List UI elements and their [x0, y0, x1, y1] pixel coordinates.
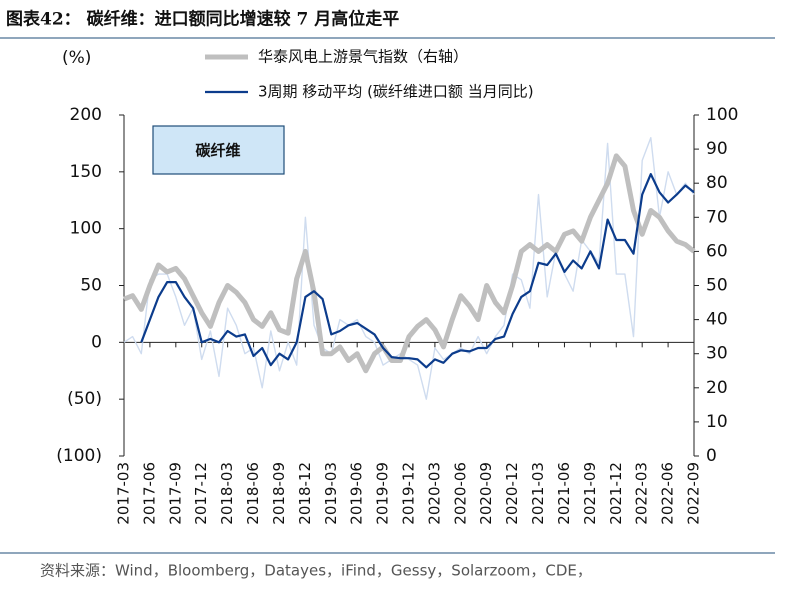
x-tick-label: 2022-09	[685, 462, 703, 525]
x-tick-label: 2018-06	[244, 462, 262, 525]
x-tick-label: 2019-09	[374, 462, 392, 525]
legend-label: 3周期 移动平均 (碳纤维进口额 当月同比)	[258, 83, 534, 101]
y-tick-label: 0	[91, 332, 102, 352]
x-tick-label: 2021-06	[555, 462, 573, 525]
y-tick-label: 150	[70, 162, 102, 182]
legend-label: 华泰风电上游景气指数（右轴）	[258, 48, 468, 66]
y2-tick-label: 10	[706, 412, 728, 432]
y2-tick-label: 40	[706, 310, 728, 330]
x-tick-label: 2017-12	[192, 462, 210, 525]
annotation-box	[152, 125, 285, 175]
y-tick-label: (50)	[67, 389, 102, 409]
x-tick-label: 2018-12	[296, 462, 314, 525]
x-tick-label: 2022-03	[633, 462, 651, 525]
annotation: 碳纤维	[195, 142, 240, 160]
x-tick-label: 2020-09	[477, 462, 495, 525]
x-tick-label: 2019-06	[348, 462, 366, 525]
y-tick-label: 200	[70, 105, 102, 125]
x-tick-label: 2021-03	[529, 462, 547, 525]
chart-title: 图表42： 碳纤维：进口额同比增速较 7 月高位走平	[6, 9, 399, 30]
y-axis-label: (%)	[62, 48, 91, 68]
source: 资料来源：Wind，Bloomberg，Datayes，iFind，Gessy，…	[40, 562, 592, 580]
x-tick-label: 2020-03	[425, 462, 443, 525]
y2-tick-label: 0	[706, 446, 717, 466]
y-tick-label: (100)	[56, 446, 102, 466]
y-tick-label: 100	[70, 219, 102, 239]
y2-tick-label: 90	[706, 139, 728, 159]
x-tick-label: 2019-12	[400, 462, 418, 525]
x-tick-label: 2020-12	[503, 462, 521, 525]
x-tick-label: 2017-06	[140, 462, 158, 525]
y2-tick-label: 80	[706, 173, 728, 193]
y2-tick-label: 70	[706, 207, 728, 227]
x-tick-label: 2018-09	[270, 462, 288, 525]
series-line	[140, 173, 695, 369]
x-tick-label: 2017-03	[115, 462, 133, 525]
series-line	[123, 153, 696, 374]
y2-tick-label: 50	[706, 276, 728, 296]
x-tick-label: 2021-09	[581, 462, 599, 525]
x-tick-label: 2019-03	[322, 462, 340, 525]
y2-tick-label: 60	[706, 241, 728, 261]
x-tick-label: 2021-12	[607, 462, 625, 525]
x-tick-label: 2017-09	[166, 462, 184, 525]
x-tick-label: 2020-06	[451, 462, 469, 525]
y2-tick-label: 30	[706, 344, 728, 364]
y2-tick-label: 100	[706, 105, 738, 125]
y-tick-label: 50	[80, 276, 102, 296]
x-tick-label: 2022-06	[659, 462, 677, 525]
y2-tick-label: 20	[706, 378, 728, 398]
x-tick-label: 2018-03	[218, 462, 236, 525]
